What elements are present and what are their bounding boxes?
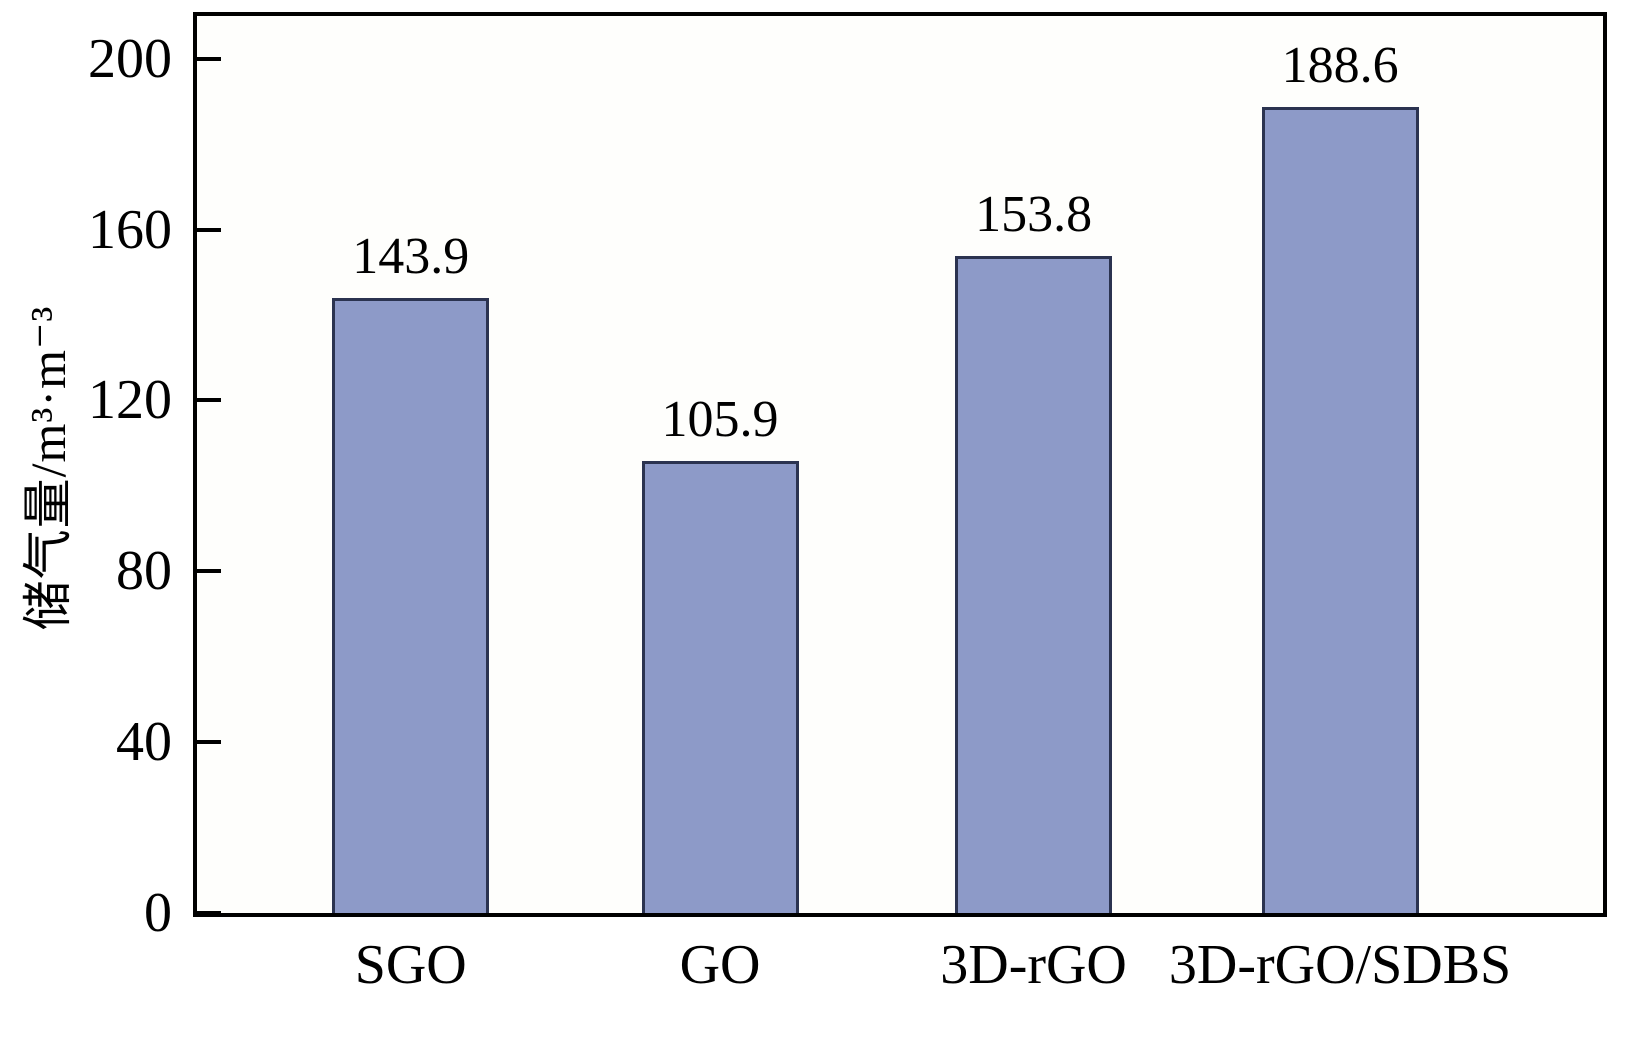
y-tick-label: 0 xyxy=(144,882,172,944)
y-tick-label: 40 xyxy=(116,711,172,774)
bar-value-label: 153.8 xyxy=(975,186,1093,244)
y-tick-label: 80 xyxy=(116,540,172,603)
bar xyxy=(1261,107,1419,913)
y-tick-label: 200 xyxy=(88,27,172,90)
bar-value-label: 105.9 xyxy=(661,390,779,448)
x-category-label: GO xyxy=(679,934,761,996)
bar xyxy=(955,256,1113,913)
y-tick-mark xyxy=(197,911,221,915)
x-category-label: 3D-rGO/SDBS xyxy=(1168,934,1512,996)
y-tick-mark xyxy=(197,569,221,574)
x-category-label: SGO xyxy=(354,934,467,996)
y-tick-mark xyxy=(197,398,221,403)
bar xyxy=(641,460,799,913)
y-tick-mark xyxy=(197,740,221,745)
bar-value-label: 188.6 xyxy=(1281,37,1399,95)
y-tick-mark xyxy=(197,227,221,232)
y-tick-label: 160 xyxy=(88,198,172,261)
bar-value-label: 143.9 xyxy=(352,228,470,286)
y-tick-label: 120 xyxy=(88,369,172,432)
plot-area xyxy=(193,12,1607,917)
x-category-label: 3D-rGO xyxy=(940,934,1127,996)
bar xyxy=(332,298,490,913)
y-tick-mark xyxy=(197,56,221,61)
